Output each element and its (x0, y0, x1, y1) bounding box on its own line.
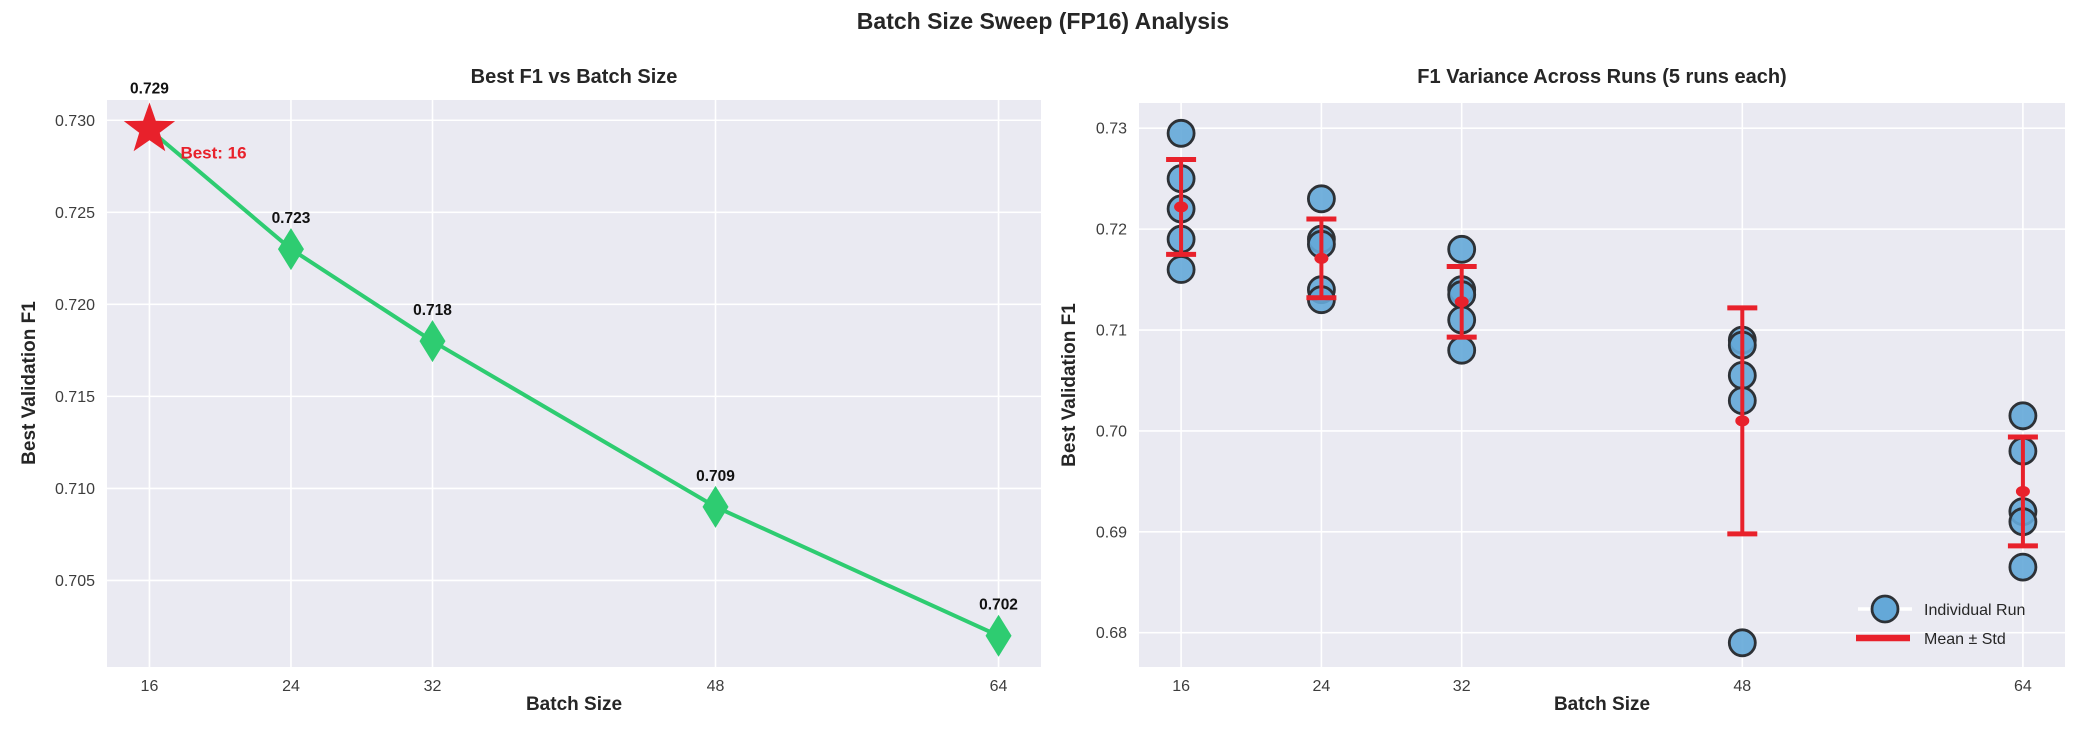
diamond-marker (277, 228, 304, 271)
right-yaxis-label: Best Validation F1 (1059, 303, 1080, 467)
x-tick-label: 16 (1172, 678, 1190, 695)
mean-dot (1174, 201, 1189, 213)
run-data-point (1166, 255, 1196, 284)
diamond-marker (702, 485, 729, 528)
x-tick-label: 32 (424, 678, 442, 695)
best-star-marker (123, 102, 176, 152)
right-xaxis-label: Batch Size (1553, 694, 1651, 715)
x-tick-label: 48 (1733, 678, 1751, 695)
legend-individual-run-marker (1870, 594, 1900, 624)
y-tick-label: 0.705 (55, 573, 95, 590)
left-yaxis-label: Best Validation F1 (19, 301, 40, 465)
mean-dot (1454, 296, 1469, 308)
y-tick-label: 0.68 (1096, 625, 1127, 642)
mean-dot (1735, 415, 1750, 427)
x-tick-label: 64 (2014, 678, 2032, 695)
x-tick-label: 48 (707, 678, 725, 695)
y-tick-label: 0.725 (55, 205, 95, 222)
left-xaxis-label: Batch Size (525, 694, 623, 715)
x-tick-label: 32 (1453, 678, 1471, 695)
run-data-point (1447, 335, 1477, 365)
y-tick-label: 0.69 (1096, 524, 1127, 541)
diamond-marker (419, 320, 446, 363)
y-tick-label: 0.730 (55, 113, 95, 130)
y-tick-label: 0.720 (55, 297, 95, 314)
run-data-point (1727, 628, 1757, 658)
x-tick-label: 64 (990, 678, 1008, 695)
mean-dot (1314, 252, 1329, 264)
best-annotation: Best: 16 (180, 143, 246, 162)
run-data-point (1307, 184, 1336, 214)
point-value-label: 0.702 (979, 597, 1018, 614)
plot-background (107, 100, 1041, 667)
diamond-marker (985, 614, 1012, 657)
y-tick-label: 0.73 (1096, 121, 1127, 138)
figure-title: Batch Size Sweep (FP16) Analysis (856, 8, 1230, 34)
mean-dot (2015, 485, 2030, 497)
y-tick-label: 0.710 (55, 481, 95, 498)
y-tick-label: 0.71 (1096, 323, 1127, 340)
point-value-label: 0.729 (130, 80, 169, 97)
y-tick-label: 0.70 (1096, 423, 1127, 440)
right-chart-title: F1 Variance Across Runs (5 runs each) (1417, 66, 1787, 88)
legend-individual-run-label: Individual Run (1924, 602, 2025, 619)
point-value-label: 0.709 (696, 468, 735, 485)
x-tick-label: 24 (1312, 678, 1330, 695)
x-tick-label: 24 (282, 678, 300, 695)
left-chart-title: Best F1 vs Batch Size (470, 66, 678, 88)
run-data-point (2008, 552, 2038, 582)
run-data-point (1166, 118, 1196, 148)
legend-mean-std-label: Mean ± Std (1924, 631, 2006, 648)
y-tick-label: 0.72 (1096, 222, 1127, 239)
x-tick-label: 16 (141, 678, 159, 695)
run-data-point (2008, 401, 2038, 431)
point-value-label: 0.718 (413, 302, 452, 319)
run-data-point (1447, 234, 1477, 264)
y-tick-label: 0.715 (55, 389, 95, 406)
plot-background (1139, 103, 2065, 667)
point-value-label: 0.723 (272, 210, 311, 227)
